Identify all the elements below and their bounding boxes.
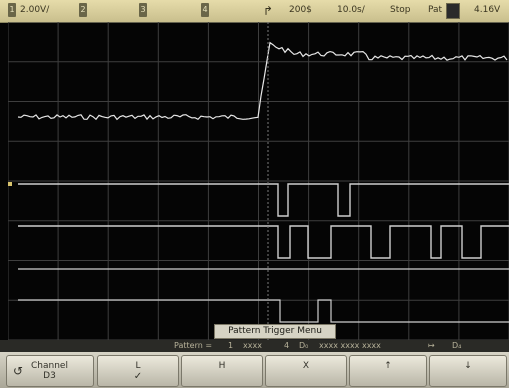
graticule-grid — [8, 22, 509, 340]
delay-readout: 200$ — [289, 5, 312, 15]
trigger-mode: Pat — [428, 5, 443, 15]
dont-care-softkey[interactable]: X — [265, 355, 347, 387]
channel-value: D3 — [43, 371, 56, 381]
status-bar: 1 2.00V/ 2 3 4 ↱ 200$ 10.0s/ Stop Pat 4.… — [0, 0, 509, 23]
channel-softkey-text: Channel D3 — [31, 361, 68, 381]
pattern-analog: 4 — [284, 341, 290, 350]
rotate-knob-icon: ↺ — [13, 364, 24, 378]
pattern-group-1: xxxx — [243, 341, 262, 350]
digital-trace-1 — [18, 183, 509, 217]
rising-edge-label: ↑ — [384, 361, 392, 371]
falling-edge-label: ↓ — [464, 361, 472, 371]
channel-label: Channel — [31, 361, 68, 371]
channel-3-badge[interactable]: 3 — [139, 3, 147, 17]
pattern-readout: Pattern = 1 xxxx 4 D₀ xxxx xxxx xxxx ↦ D… — [0, 340, 509, 352]
channel-1-badge[interactable]: 1 — [8, 3, 16, 17]
channel-select-softkey[interactable]: ↺ Channel D3 — [6, 355, 94, 387]
timebase-readout: 10.0s/ — [337, 5, 365, 15]
pattern-digital-sym: D₀ — [299, 341, 309, 350]
digital-trace-2 — [18, 225, 509, 259]
channel-4-badge[interactable]: 4 — [201, 3, 209, 17]
softkey-row: ↺ Channel D3 L ✓ H X ↑ ↓ — [0, 352, 509, 388]
analog-channel-1-trace — [17, 41, 508, 121]
falling-edge-softkey[interactable]: ↓ — [429, 355, 507, 387]
low-label: L — [135, 361, 141, 371]
run-state: Stop — [390, 5, 411, 15]
pattern-trigger-menu-title: Pattern Trigger Menu — [214, 324, 336, 339]
digital-trace-4 — [18, 299, 509, 323]
waveform-display — [8, 22, 509, 340]
acquire-icon — [446, 3, 460, 19]
pattern-label: Pattern = — [174, 341, 213, 350]
high-softkey[interactable]: H — [181, 355, 263, 387]
channel-2-badge[interactable]: 2 — [79, 3, 87, 17]
ground-marker — [8, 182, 12, 186]
pattern-group-2: xxxx xxxx xxxx — [319, 341, 381, 350]
check-icon: ✓ — [133, 371, 143, 382]
channel-1-scale: 2.00V/ — [20, 5, 50, 15]
rising-edge-icon: ↱ — [263, 4, 274, 18]
pattern-ch1: 1 — [228, 341, 234, 350]
dont-care-label: X — [302, 361, 310, 371]
pattern-end-sym: ↦ — [428, 341, 435, 350]
pattern-end-value: D₄ — [452, 341, 462, 350]
rising-edge-softkey[interactable]: ↑ — [349, 355, 427, 387]
low-softkey[interactable]: L ✓ — [97, 355, 179, 387]
high-label: H — [218, 361, 226, 371]
trigger-level: 4.16V — [474, 5, 501, 15]
